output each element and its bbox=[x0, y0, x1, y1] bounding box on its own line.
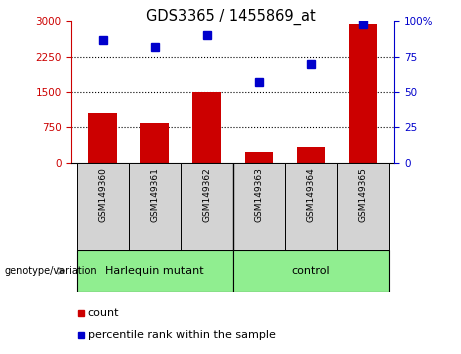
Text: GSM149361: GSM149361 bbox=[150, 167, 159, 222]
Bar bbox=[233, 250, 389, 292]
Text: GSM149365: GSM149365 bbox=[358, 167, 367, 222]
Text: GSM149360: GSM149360 bbox=[98, 167, 107, 222]
Text: control: control bbox=[291, 266, 330, 276]
Bar bbox=[141, 123, 169, 163]
Bar bbox=[77, 163, 129, 250]
Text: percentile rank within the sample: percentile rank within the sample bbox=[88, 330, 276, 339]
Text: genotype/variation: genotype/variation bbox=[5, 266, 97, 276]
Text: GSM149364: GSM149364 bbox=[307, 167, 315, 222]
Bar bbox=[193, 92, 221, 163]
Text: Harlequin mutant: Harlequin mutant bbox=[106, 266, 204, 276]
Bar bbox=[181, 163, 233, 250]
Bar bbox=[233, 163, 285, 250]
Text: count: count bbox=[88, 308, 119, 318]
Bar bbox=[337, 163, 389, 250]
Bar bbox=[244, 153, 273, 163]
Bar bbox=[89, 113, 117, 163]
Bar bbox=[349, 24, 377, 163]
Text: GSM149363: GSM149363 bbox=[254, 167, 263, 222]
Bar bbox=[129, 163, 181, 250]
Text: GSM149362: GSM149362 bbox=[202, 167, 211, 222]
Bar bbox=[285, 163, 337, 250]
Bar bbox=[77, 250, 233, 292]
Text: GDS3365 / 1455869_at: GDS3365 / 1455869_at bbox=[146, 9, 315, 25]
Bar bbox=[296, 147, 325, 163]
